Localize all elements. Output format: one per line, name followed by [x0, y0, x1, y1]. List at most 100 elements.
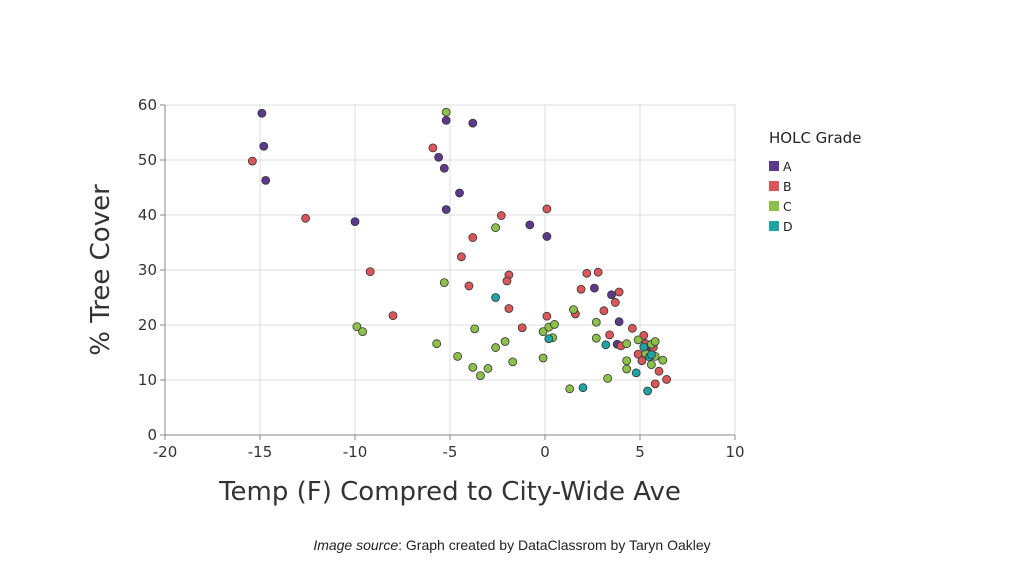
x-tick-label: -15: [248, 443, 273, 461]
data-point-b: [542, 204, 552, 214]
legend-label-a: A: [783, 159, 792, 174]
data-point-b: [247, 156, 257, 166]
legend-title: HOLC Grade: [769, 129, 861, 147]
data-point-b: [605, 330, 614, 340]
legend-swatch-b: [769, 181, 779, 191]
y-axis-title: % Tree Cover: [86, 184, 116, 356]
y-tick-label: 40: [138, 206, 157, 224]
data-point-c: [569, 305, 578, 315]
data-point-c: [508, 357, 518, 367]
data-point-a: [350, 217, 360, 227]
data-point-a: [261, 175, 271, 185]
data-point-b: [542, 311, 552, 321]
data-point-a: [525, 220, 535, 230]
x-tick-label: -5: [443, 443, 458, 461]
data-point-a: [455, 188, 464, 198]
data-point-b: [614, 287, 624, 297]
data-point-a: [614, 317, 624, 327]
data-point-b: [639, 331, 649, 340]
data-point-c: [658, 355, 668, 365]
data-point-b: [468, 233, 478, 242]
data-point-b: [301, 213, 311, 223]
x-tick-label: -10: [343, 443, 368, 461]
data-point-b: [662, 375, 671, 384]
data-point-c: [470, 324, 480, 334]
scatter-chart: -20 -15 -10 -5 0 5 10 0 10 20 30 40 50 60 Temp (F) Co…: [86, 96, 861, 507]
data-point-c: [603, 373, 613, 383]
data-point-d: [601, 340, 611, 350]
data-point-d: [647, 350, 656, 360]
legend-label-c: C: [783, 199, 792, 214]
data-point-c: [650, 337, 660, 346]
legend-label-d: D: [783, 219, 793, 234]
data-point-b: [628, 323, 637, 333]
caption-text: : Graph created by DataClassrom by Taryn…: [398, 537, 711, 553]
x-tick-label: 5: [635, 443, 645, 461]
data-point-a: [441, 205, 451, 214]
x-tick-label: 0: [540, 443, 550, 461]
y-tick-label: 0: [147, 426, 157, 444]
data-point-d: [639, 342, 649, 352]
data-point-d: [643, 386, 652, 396]
data-point-c: [352, 322, 362, 332]
data-point-c: [483, 364, 493, 373]
data-point-b: [464, 281, 474, 291]
data-point-c: [491, 343, 501, 352]
data-point-b: [650, 379, 660, 389]
data-point-c: [633, 335, 643, 345]
data-point-a: [439, 163, 449, 173]
data-point-c: [591, 333, 601, 343]
data-point-c: [500, 337, 510, 346]
legend-swatch-c: [769, 201, 779, 211]
data-point-b: [599, 306, 609, 316]
data-point-c: [358, 327, 368, 337]
data-point-c: [453, 351, 463, 361]
data-point-b: [576, 284, 586, 294]
axes: -20 -15 -10 -5 0 5 10 0 10 20 30 40 50 60: [138, 96, 745, 461]
data-point-d: [544, 334, 554, 344]
data-point-b: [388, 311, 398, 321]
data-point-a: [590, 283, 599, 293]
data-points: [247, 107, 671, 396]
data-point-a: [468, 118, 478, 128]
data-point-c: [550, 320, 559, 329]
data-point-a: [607, 290, 616, 300]
legend-swatch-a: [769, 161, 779, 171]
data-point-c: [432, 339, 442, 349]
data-point-b: [593, 267, 603, 277]
data-point-d: [491, 293, 501, 302]
x-tick-label: 10: [725, 443, 744, 461]
legend-label-b: B: [783, 179, 792, 194]
data-point-c: [538, 327, 548, 337]
legend-swatch-d: [769, 221, 779, 231]
data-point-c: [565, 384, 575, 394]
data-point-c: [441, 107, 451, 117]
data-point-b: [610, 298, 620, 307]
data-point-b: [456, 252, 466, 262]
data-point-b: [428, 143, 438, 153]
data-point-c: [647, 360, 656, 370]
y-tick-label: 20: [138, 316, 157, 334]
data-point-c: [475, 371, 485, 381]
image-source-caption: Image source: Graph created by DataClass…: [0, 537, 1024, 553]
data-point-a: [259, 141, 269, 151]
x-axis-title: Temp (F) Compred to City-Wide Ave: [218, 477, 681, 507]
data-point-b: [582, 268, 592, 278]
data-point-a: [434, 152, 444, 162]
data-point-b: [496, 211, 506, 220]
y-tick-label: 50: [138, 151, 157, 169]
data-point-c: [622, 364, 632, 374]
data-point-c: [591, 317, 601, 327]
data-point-a: [542, 232, 552, 241]
y-tick-label: 10: [138, 371, 157, 389]
data-point-c: [538, 353, 548, 363]
data-point-c: [622, 339, 632, 349]
data-point-d: [578, 383, 588, 393]
data-point-a: [441, 116, 451, 125]
y-tick-label: 60: [138, 96, 157, 114]
data-point-b: [517, 323, 527, 333]
data-point-c: [439, 278, 449, 288]
data-point-a: [257, 108, 267, 118]
x-tick-label: -20: [153, 443, 178, 461]
